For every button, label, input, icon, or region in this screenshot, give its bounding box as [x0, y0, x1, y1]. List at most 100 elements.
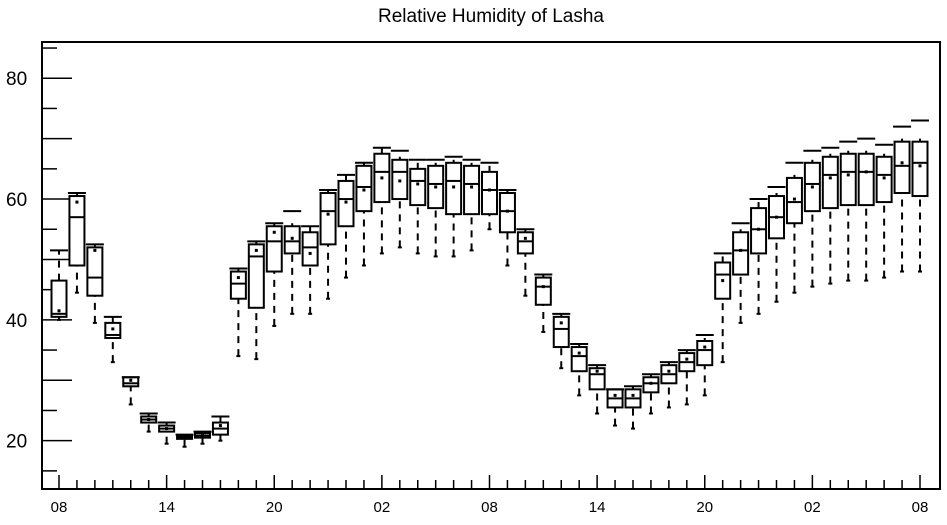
mean-marker [147, 418, 151, 422]
box-hour-20 [695, 333, 714, 397]
iqr-box [552, 315, 570, 349]
box-hour-11 [534, 273, 553, 333]
box-hour-06 [444, 155, 463, 258]
y-tick-label: 40 [6, 311, 27, 332]
box-hour-16 [624, 385, 642, 430]
mean-marker [918, 164, 922, 168]
box-hour-03 [821, 146, 840, 285]
mean-marker [326, 212, 330, 216]
box-hour-03 [390, 149, 409, 249]
iqr-box [229, 270, 247, 300]
iqr-box [857, 152, 875, 207]
mean-marker [308, 251, 312, 255]
mean-marker [739, 248, 743, 252]
mean-marker [344, 200, 348, 204]
mean-marker [416, 182, 420, 186]
iqr-box [481, 170, 498, 216]
iqr-box [516, 231, 534, 255]
x-tick-label: 20 [266, 499, 283, 516]
mean-marker [846, 173, 850, 177]
mean-marker [434, 185, 438, 189]
iqr-box [283, 225, 301, 255]
mean-marker [398, 179, 402, 183]
mean-marker [362, 188, 366, 192]
box-hour-11 [103, 315, 122, 364]
box-hour-15 [606, 388, 625, 427]
iqr-box [50, 279, 68, 318]
iqr-box [875, 155, 893, 204]
box-hour-05 [857, 137, 876, 282]
mean-marker [290, 236, 294, 240]
iqr-box [463, 164, 481, 216]
mean-marker [505, 209, 509, 213]
iqr-box [785, 176, 803, 225]
box-hour-15 [175, 433, 194, 448]
box-hour-12 [121, 376, 140, 406]
iqr-box [732, 231, 750, 276]
box-hour-04 [408, 158, 427, 255]
box-hour-09 [498, 188, 517, 267]
box-hour-09 [67, 192, 86, 294]
box-hour-07 [893, 125, 912, 273]
mean-marker [236, 276, 240, 280]
box-hour-14 [157, 421, 176, 445]
mean-marker [272, 230, 276, 234]
mean-marker [165, 427, 169, 431]
x-tick-label: 02 [374, 499, 391, 516]
box-hour-22 [301, 225, 320, 315]
box-hour-19 [677, 349, 696, 406]
mean-marker [218, 424, 222, 428]
box-hour-21 [283, 210, 302, 315]
y-axis: 20 40 60 80 [6, 47, 72, 472]
mean-marker [201, 434, 204, 438]
box-hour-12 [552, 312, 571, 370]
iqr-box [122, 376, 140, 388]
iqr-box [337, 179, 355, 228]
mean-marker [57, 309, 61, 313]
mean-marker [703, 345, 707, 349]
x-tick-label: 08 [51, 499, 68, 516]
mean-marker [111, 327, 115, 331]
box-hour-10 [516, 228, 535, 297]
iqr-box [839, 152, 857, 207]
mean-marker [93, 248, 97, 252]
box-hour-08 [50, 249, 68, 321]
box-hour-13 [139, 412, 158, 433]
box-hour-08 [480, 161, 499, 231]
x-tick-label: 14 [589, 499, 606, 516]
box-hour-17 [641, 373, 660, 415]
box-hour-20 [265, 222, 284, 327]
iqr-box [893, 140, 911, 195]
mean-marker [864, 170, 868, 174]
iqr-box [68, 195, 86, 267]
mean-marker [631, 393, 635, 397]
mean-marker [559, 321, 563, 325]
box-series [50, 119, 929, 448]
box-hour-13 [570, 343, 589, 397]
mean-marker [183, 436, 187, 440]
mean-marker [721, 279, 725, 283]
iqr-box [570, 346, 588, 373]
box-hour-07 [462, 158, 481, 252]
iqr-box [445, 161, 463, 216]
iqr-box [247, 243, 265, 309]
iqr-box [409, 167, 427, 207]
mean-marker [595, 369, 599, 373]
iqr-box [750, 207, 768, 255]
iqr-box [355, 164, 373, 213]
mean-marker [667, 369, 671, 373]
box-hour-18 [229, 267, 248, 358]
plot-frame [41, 41, 941, 490]
mean-marker [900, 161, 904, 165]
box-hour-23 [749, 198, 768, 315]
mean-marker [523, 236, 527, 240]
box-hour-17 [211, 415, 230, 442]
iqr-box [696, 340, 714, 367]
box-hour-01 [354, 161, 373, 267]
box-hour-05 [426, 158, 445, 258]
iqr-box [319, 192, 337, 246]
mean-marker [75, 200, 79, 204]
x-tick-label: 08 [481, 499, 498, 516]
box-hour-04 [839, 140, 858, 282]
